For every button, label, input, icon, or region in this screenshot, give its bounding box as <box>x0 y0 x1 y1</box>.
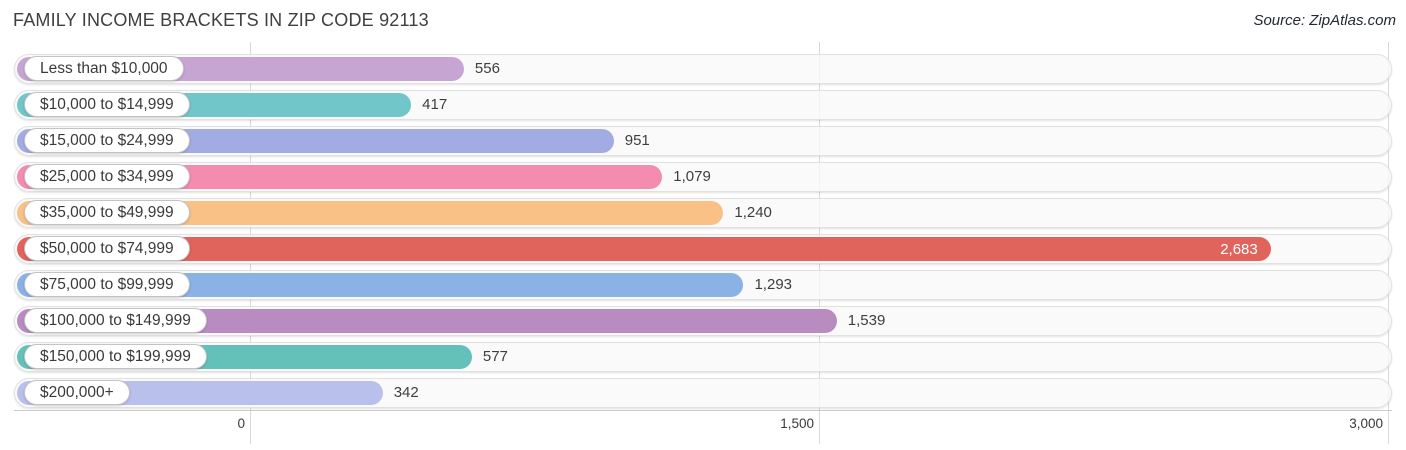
x-tick-3000: 3,000 <box>1349 416 1383 431</box>
bar-row: $15,000 to $24,999 951 <box>14 126 1392 156</box>
bar-value-label: 1,079 <box>673 168 711 185</box>
bar-value-label: 417 <box>422 96 448 113</box>
x-tick-0: 0 <box>237 416 245 431</box>
bar-row: $150,000 to $199,999 577 <box>14 342 1392 372</box>
bar-row: $10,000 to $14,999 417 <box>14 90 1392 120</box>
source-attribution: Source: ZipAtlas.com <box>1253 12 1396 29</box>
bar-value-label-inside: 2,683 <box>1220 240 1258 258</box>
category-label-pill: $15,000 to $24,999 <box>24 128 190 153</box>
bar-row: 2,683 $50,000 to $74,999 <box>14 234 1392 264</box>
bar-value-label: 951 <box>624 132 650 149</box>
bar-value-label: 556 <box>474 60 500 77</box>
bar-value-label: 577 <box>482 348 508 365</box>
value-bar: 2,683 <box>17 237 1271 261</box>
bar-row: Less than $10,000 556 <box>14 54 1392 84</box>
bar-value-label: 1,539 <box>847 312 886 329</box>
category-label-pill: $25,000 to $34,999 <box>24 164 190 189</box>
category-label-pill: Less than $10,000 <box>24 56 184 81</box>
x-axis-line <box>14 410 1392 411</box>
chart-plot-area: Less than $10,000 556 $10,000 to $14,999… <box>0 42 1406 446</box>
category-label-pill: $100,000 to $149,999 <box>24 308 207 333</box>
x-tick-1500: 1,500 <box>780 416 814 431</box>
bar-row: $25,000 to $34,999 1,079 <box>14 162 1392 192</box>
bar-value-label: 1,293 <box>754 276 793 293</box>
category-label-pill: $200,000+ <box>24 380 130 405</box>
category-label-pill: $75,000 to $99,999 <box>24 272 190 297</box>
bar-row: $75,000 to $99,999 1,293 <box>14 270 1392 300</box>
bar-row: $100,000 to $149,999 1,539 <box>14 306 1392 336</box>
category-label-pill: $10,000 to $14,999 <box>24 92 190 117</box>
category-label-pill: $150,000 to $199,999 <box>24 344 207 369</box>
bar-rows: Less than $10,000 556 $10,000 to $14,999… <box>14 54 1392 414</box>
bar-row: $35,000 to $49,999 1,240 <box>14 198 1392 228</box>
category-label-pill: $35,000 to $49,999 <box>24 200 190 225</box>
bar-value-label: 1,240 <box>734 204 772 221</box>
category-label-pill: $50,000 to $74,999 <box>24 236 190 261</box>
bar-value-label: 342 <box>393 384 419 401</box>
bar-row: $200,000+ 342 <box>14 378 1392 408</box>
chart-title: FAMILY INCOME BRACKETS IN ZIP CODE 92113 <box>13 10 429 30</box>
